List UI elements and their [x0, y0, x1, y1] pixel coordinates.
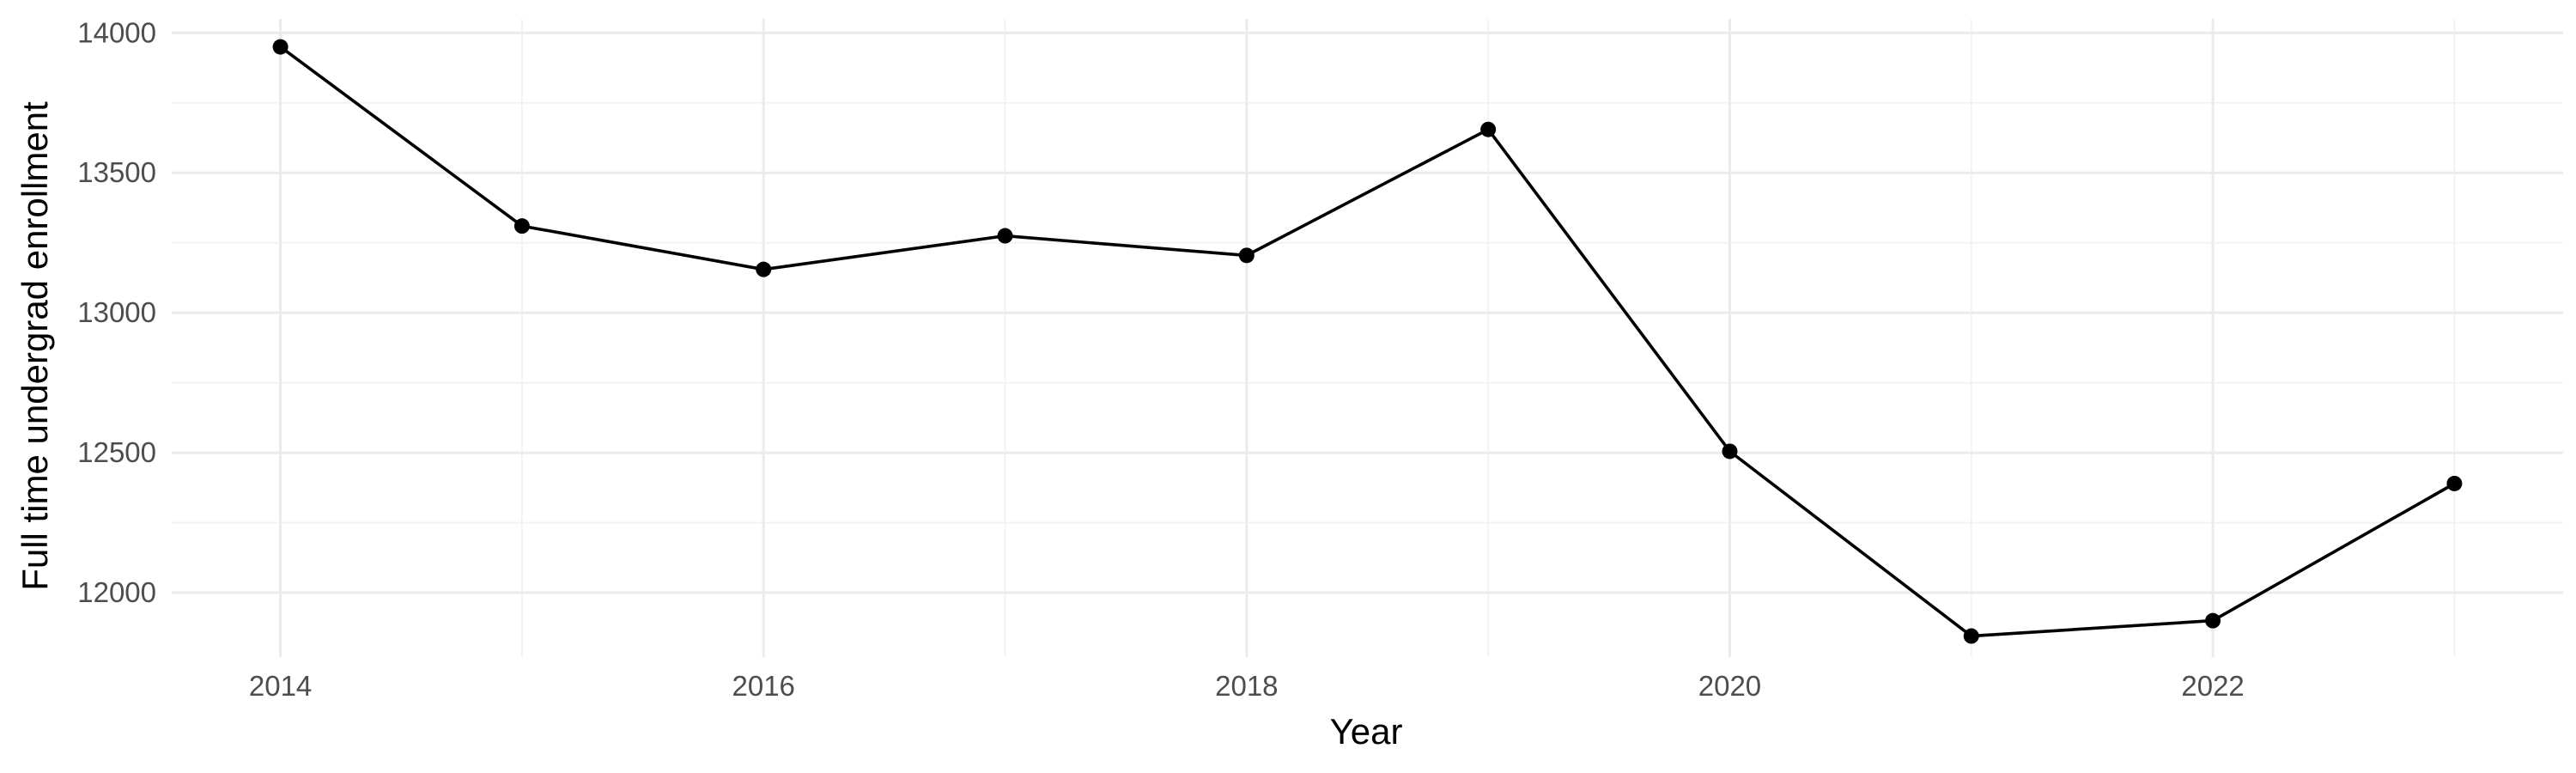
y-axis-title: Full time undergrad enrollment — [15, 101, 55, 591]
y-tick-label: 13500 — [77, 156, 156, 188]
y-tick-label: 12000 — [77, 576, 156, 608]
data-point — [756, 261, 772, 277]
data-point — [1722, 443, 1738, 460]
data-point — [997, 228, 1013, 244]
y-tick-label: 12500 — [77, 436, 156, 468]
x-tick-label: 2016 — [732, 670, 795, 702]
data-point — [513, 218, 530, 234]
minor-gridlines — [172, 19, 2563, 657]
y-tick-label: 14000 — [77, 16, 156, 48]
x-tick-label: 2018 — [1215, 670, 1278, 702]
data-point — [272, 39, 289, 55]
data-point — [1963, 628, 1979, 644]
y-tick-label: 13000 — [77, 296, 156, 328]
x-tick-label: 2014 — [249, 670, 312, 702]
x-tick-label: 2022 — [2181, 670, 2244, 702]
x-axis-tick-labels: 2014 2016 2018 2020 2022 — [249, 670, 2245, 702]
y-axis-tick-labels: 12000 12500 13000 13500 14000 — [77, 16, 156, 608]
major-gridlines — [172, 19, 2563, 657]
data-point — [2205, 612, 2221, 629]
enrollment-series — [272, 39, 2463, 644]
series-line — [279, 46, 2456, 638]
x-tick-label: 2020 — [1698, 670, 1761, 702]
data-point — [1238, 247, 1255, 264]
x-axis-title: Year — [1330, 711, 1403, 752]
data-point — [2446, 475, 2463, 491]
data-point — [1480, 121, 1497, 137]
